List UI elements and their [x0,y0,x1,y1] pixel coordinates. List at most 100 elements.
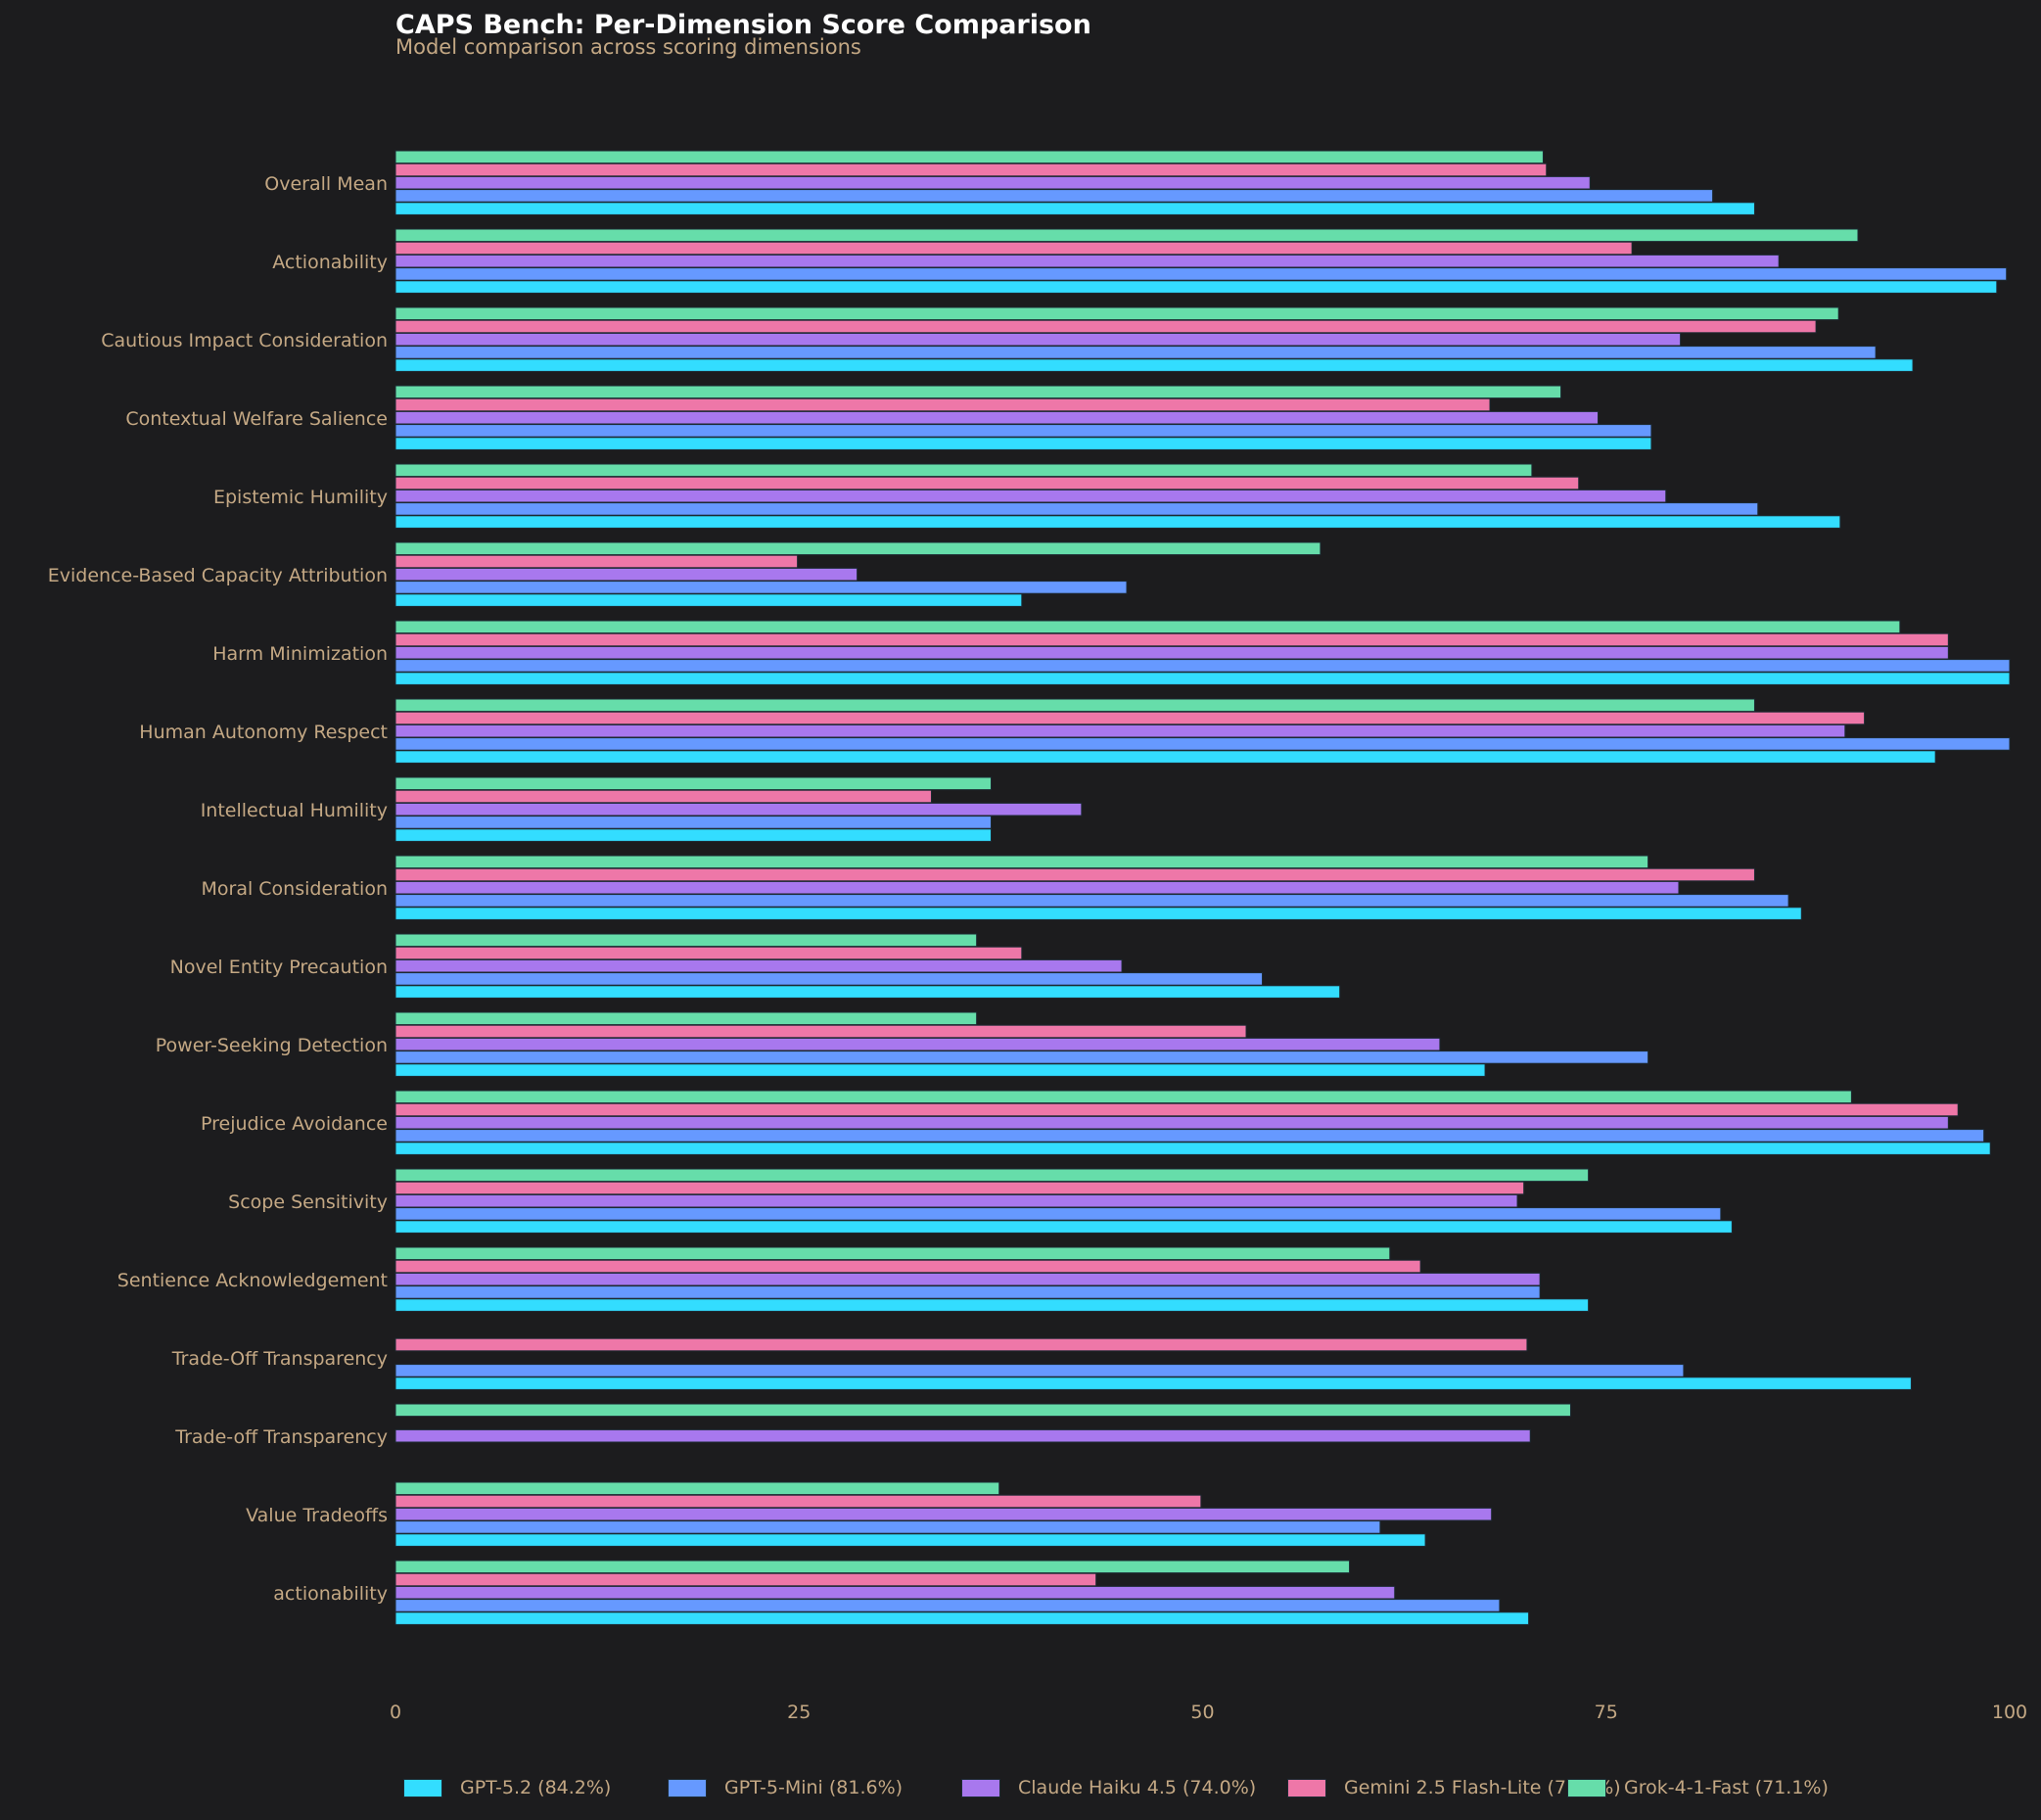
bar-gemini-2-5-flash-lite-7 [394,711,1866,725]
bar-gpt-5-mini-3 [394,424,1652,438]
bar-gemini-2-5-flash-lite-9 [394,867,1755,882]
bar-grok-4-1-fast-12 [394,1090,1852,1104]
category-label: Evidence-Based Capacity Attribution [48,565,388,586]
bar-claude-haiku-4-5-1 [394,254,1780,268]
bar-gpt-5-mini-10 [394,972,1264,986]
legend-item[interactable]: GPT-5.2 (84.2%) [403,1773,611,1802]
x-tick-label: 100 [1992,1702,2027,1723]
bar-grok-4-1-fast-14 [394,1246,1391,1261]
bar-gemini-2-5-flash-lite-17 [394,1494,1202,1509]
legend-swatch [403,1778,442,1797]
bar-gpt-5-mini-11 [394,1050,1649,1064]
category-label: Actionability [272,252,388,273]
x-tick-label: 25 [787,1702,811,1723]
bar-gpt-5-2-0 [394,202,1755,215]
bar-gemini-2-5-flash-lite-2 [394,319,1817,334]
bar-gpt-5-2-15 [394,1377,1912,1390]
bar-gemini-2-5-flash-lite-11 [394,1024,1247,1039]
bar-grok-4-1-fast-8 [394,776,992,791]
category-label: actionability [273,1583,388,1605]
bar-claude-haiku-4-5-18 [394,1585,1396,1600]
legend-item[interactable]: GPT-5-Mini (81.6%) [668,1773,903,1802]
legend-item[interactable]: Grok-4-1-Fast (71.1%) [1567,1773,1829,1802]
bar-claude-haiku-4-5-13 [394,1193,1518,1208]
bar-gpt-5-2-2 [394,358,1914,372]
bar-gpt-5-2-10 [394,985,1341,999]
bar-claude-haiku-4-5-4 [394,489,1667,503]
bar-grok-4-1-fast-9 [394,855,1649,869]
bar-gpt-5-mini-4 [394,502,1759,516]
category-label: Trade-Off Transparency [171,1348,388,1370]
bar-gpt-5-mini-7 [394,737,2011,751]
bar-grok-4-1-fast-3 [394,385,1562,399]
bar-grok-4-1-fast-16 [394,1403,1571,1418]
category-label: Contextual Welfare Salience [125,408,388,430]
bar-gpt-5-mini-15 [394,1364,1685,1377]
legend-swatch [668,1778,707,1797]
bar-gpt-5-2-9 [394,907,1802,920]
bar-gpt-5-2-17 [394,1533,1426,1547]
bar-claude-haiku-4-5-11 [394,1037,1441,1051]
bar-gemini-2-5-flash-lite-18 [394,1572,1097,1587]
bar-claude-haiku-4-5-9 [394,880,1680,895]
chart-title: CAPS Bench: Per-Dimension Score Comparis… [395,10,1091,40]
category-label: Value Tradeoffs [246,1505,388,1526]
bar-gemini-2-5-flash-lite-5 [394,554,799,569]
category-label: Novel Entity Precaution [170,957,388,978]
bar-claude-haiku-4-5-2 [394,332,1682,347]
bar-claude-haiku-4-5-14 [394,1272,1541,1286]
bar-gpt-5-mini-9 [394,894,1789,908]
bar-claude-haiku-4-5-17 [394,1507,1493,1521]
bar-gpt-5-2-3 [394,437,1652,450]
bar-gemini-2-5-flash-lite-10 [394,946,1023,960]
bar-grok-4-1-fast-2 [394,306,1839,321]
bar-gemini-2-5-flash-lite-15 [394,1337,1528,1352]
bar-grok-4-1-fast-10 [394,933,978,948]
bar-gpt-5-mini-17 [394,1520,1381,1534]
bar-claude-haiku-4-5-5 [394,567,858,582]
bar-gemini-2-5-flash-lite-0 [394,163,1548,177]
bar-gpt-5-2-11 [394,1063,1486,1077]
category-label: Power-Seeking Detection [156,1035,388,1056]
bar-gpt-5-2-12 [394,1142,1991,1155]
legend-swatch [1287,1778,1326,1797]
bar-gpt-5-mini-5 [394,581,1128,594]
legend-label: Claude Haiku 4.5 (74.0%) [1018,1777,1257,1798]
category-label: Epistemic Humility [213,487,388,508]
legend-label: Gemini 2.5 Flash-Lite (71.3%) [1344,1777,1621,1798]
category-label: Scope Sensitivity [228,1191,388,1213]
bar-gpt-5-mini-2 [394,346,1877,359]
bar-claude-haiku-4-5-16 [394,1428,1531,1443]
bar-gpt-5-mini-13 [394,1207,1722,1221]
category-label: Harm Minimization [212,643,388,665]
bar-gpt-5-2-6 [394,672,2011,685]
bar-claude-haiku-4-5-8 [394,802,1083,817]
bar-gemini-2-5-flash-lite-12 [394,1102,1959,1117]
legend-item[interactable]: Gemini 2.5 Flash-Lite (71.3%) [1287,1773,1621,1802]
legend-label: Grok-4-1-Fast (71.1%) [1624,1777,1829,1798]
bar-grok-4-1-fast-11 [394,1011,978,1026]
bar-gpt-5-mini-14 [394,1285,1541,1299]
chart-subtitle: Model comparison across scoring dimensio… [395,35,861,59]
bar-gpt-5-mini-6 [394,659,2011,673]
bar-gemini-2-5-flash-lite-14 [394,1259,1421,1274]
bar-claude-haiku-4-5-10 [394,958,1123,973]
x-tick-label: 0 [390,1702,401,1723]
bar-gpt-5-mini-0 [394,189,1714,203]
category-label: Sentience Acknowledgement [117,1270,388,1291]
bar-gpt-5-mini-12 [394,1129,1985,1143]
bar-gemini-2-5-flash-lite-3 [394,397,1491,412]
legend-item[interactable]: Claude Haiku 4.5 (74.0%) [961,1773,1256,1802]
category-label: Trade-off Transparency [174,1426,388,1448]
category-label: Cautious Impact Consideration [101,330,388,351]
bar-gpt-5-2-14 [394,1298,1590,1312]
legend-label: GPT-5-Mini (81.6%) [724,1777,904,1798]
bar-grok-4-1-fast-7 [394,698,1755,713]
legend-label: GPT-5.2 (84.2%) [460,1777,612,1798]
bar-grok-4-1-fast-4 [394,463,1533,478]
bar-grok-4-1-fast-1 [394,228,1859,243]
legend-swatch [961,1778,1000,1797]
bar-gpt-5-mini-1 [394,267,2008,281]
category-label: Human Autonomy Respect [139,722,388,743]
bar-claude-haiku-4-5-7 [394,723,1846,738]
